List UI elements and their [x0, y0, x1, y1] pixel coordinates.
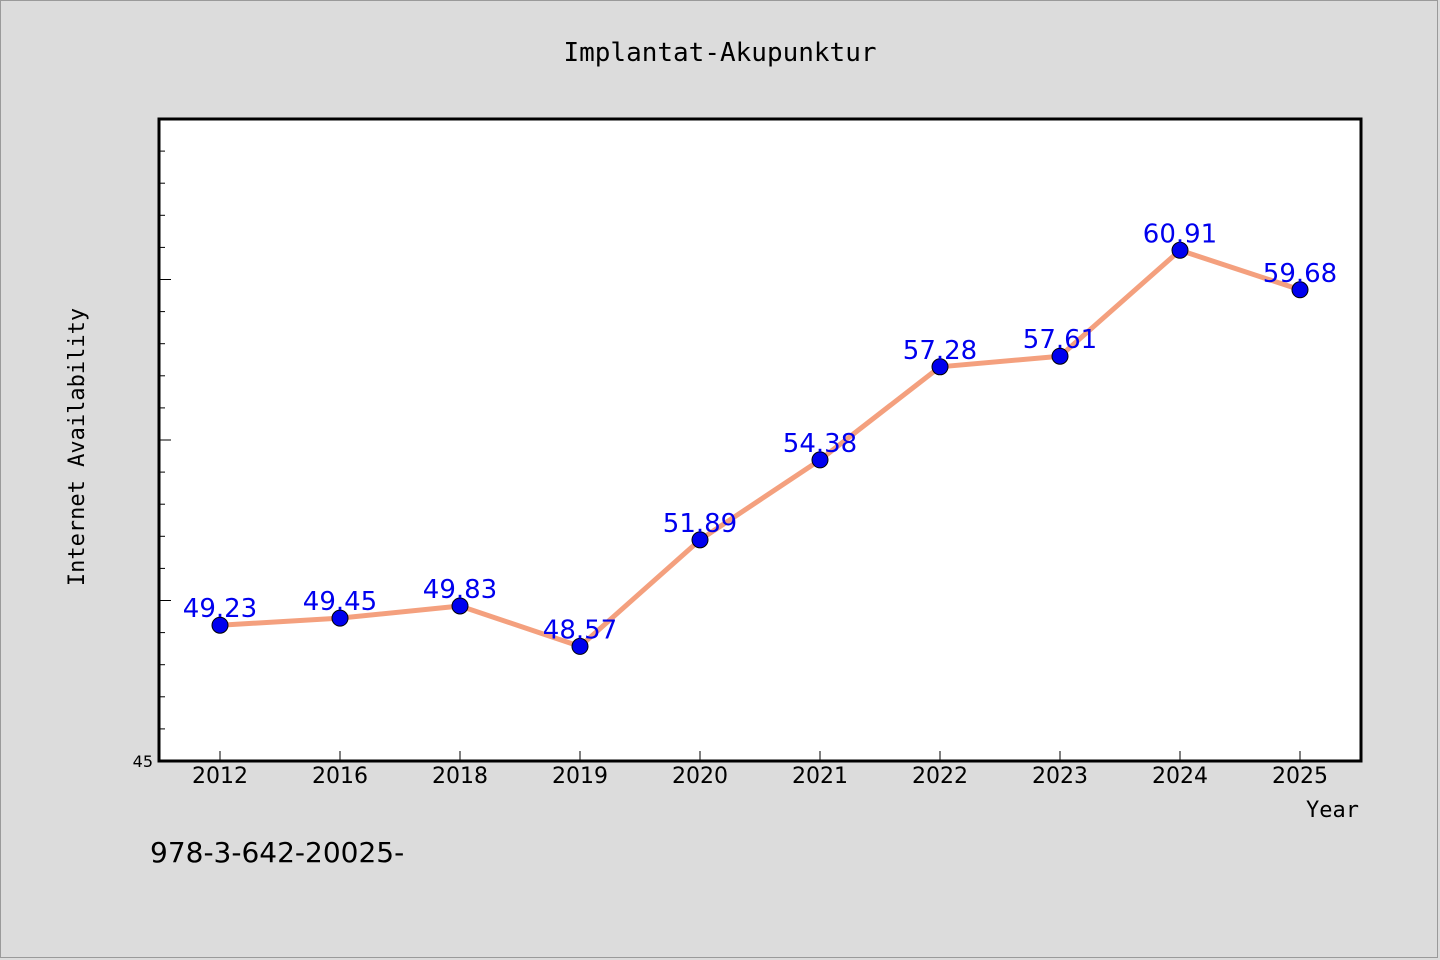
y-axis-ticks	[159, 118, 171, 762]
data-point-marker	[331, 609, 349, 627]
x-tick-label: 2012	[192, 764, 248, 789]
data-label: 49.45	[303, 587, 377, 617]
series-markers	[211, 241, 1309, 655]
x-tick-label: 2022	[912, 764, 968, 789]
data-labels: 49.23 49.45 49.83 48.57 51.89 54.38 57.28 57.61…	[183, 219, 1337, 645]
x-tick-label: 2024	[1152, 764, 1208, 789]
x-axis-tick-labels: 2012 2016 2018 2019 2020 2021 2022 2023 2024 2025	[192, 764, 1328, 789]
data-label: 54.38	[783, 429, 857, 459]
x-axis-ticks	[219, 751, 1301, 761]
data-point-marker	[571, 637, 589, 655]
plot-area	[157, 117, 1363, 763]
data-point-marker	[211, 616, 229, 634]
chart-title: Implantat-Akupunktur	[563, 38, 876, 68]
data-point-marker	[1291, 281, 1309, 299]
footer-text: 978-3-642-20025-	[150, 836, 404, 869]
x-axis-label: Year	[1306, 798, 1359, 823]
series-line	[217, 247, 1303, 649]
data-point-marker	[691, 531, 709, 549]
x-tick-label: 2021	[792, 764, 848, 789]
x-tick-label: 2020	[672, 764, 728, 789]
data-label: 57.61	[1023, 325, 1097, 355]
data-label: 49.83	[423, 575, 497, 605]
data-point-marker	[1171, 241, 1189, 259]
data-label: 48.57	[543, 615, 617, 645]
y-axis-label: Internet Availability	[65, 308, 90, 586]
data-point-marker	[931, 358, 949, 376]
data-point-marker	[1051, 347, 1069, 365]
data-label: 60.91	[1143, 219, 1217, 249]
data-label: 59.68	[1263, 259, 1337, 289]
x-tick-label: 2023	[1032, 764, 1088, 789]
data-label: 57.28	[903, 336, 977, 366]
data-point-marker	[811, 451, 829, 469]
x-tick-label: 2019	[552, 764, 608, 789]
data-point-marker	[451, 597, 469, 615]
x-tick-label: 2016	[312, 764, 368, 789]
x-tick-label: 2018	[432, 764, 488, 789]
y-tick-label: 45	[133, 752, 153, 771]
x-tick-label: 2025	[1272, 764, 1328, 789]
data-label: 49.23	[183, 594, 257, 624]
data-label: 51.89	[663, 509, 737, 539]
